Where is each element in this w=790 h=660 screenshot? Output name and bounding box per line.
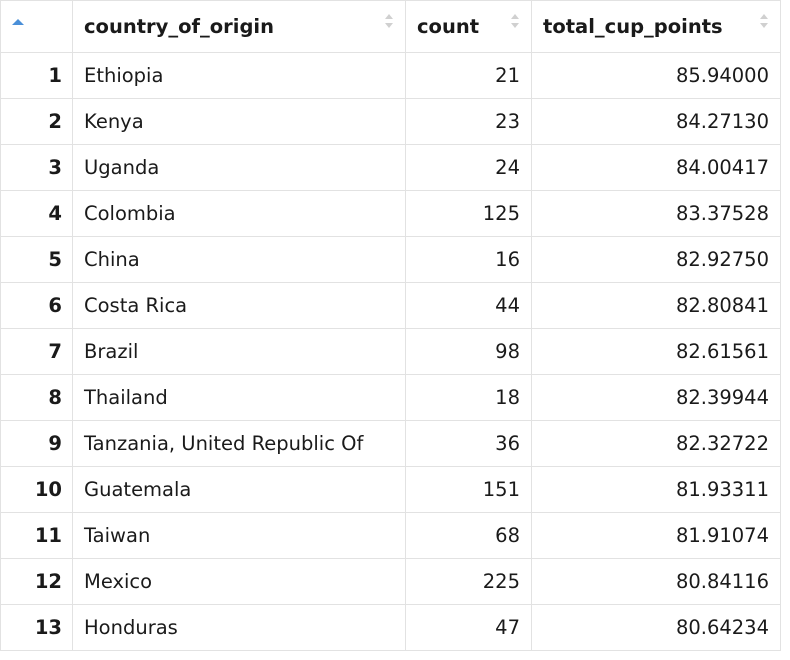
points-cell: 82.92750: [531, 236, 781, 283]
country-cell: Tanzania, United Republic Of: [72, 420, 406, 467]
row-index: 7: [0, 328, 73, 375]
count-cell: 16: [405, 236, 532, 283]
points-cell: 80.64234: [531, 604, 781, 651]
count-cell: 36: [405, 420, 532, 467]
points-cell: 82.61561: [531, 328, 781, 375]
row-index: 1: [0, 52, 73, 99]
column-header-count[interactable]: count: [405, 0, 532, 53]
sort-arrows-icon: [511, 14, 519, 32]
column-header-label: count: [417, 15, 480, 38]
row-index: 5: [0, 236, 73, 283]
row-index: 4: [0, 190, 73, 237]
column-header-label: total_cup_points: [543, 15, 723, 38]
country-cell: Brazil: [72, 328, 406, 375]
points-cell: 80.84116: [531, 558, 781, 605]
count-cell: 23: [405, 98, 532, 145]
row-index-header[interactable]: [0, 0, 73, 53]
country-cell: Honduras: [72, 604, 406, 651]
count-cell: 18: [405, 374, 532, 421]
country-cell: Kenya: [72, 98, 406, 145]
count-cell: 44: [405, 282, 532, 329]
column-header-country-of-origin[interactable]: country_of_origin: [72, 0, 406, 53]
row-index: 10: [0, 466, 73, 513]
column-header-label: country_of_origin: [84, 15, 274, 38]
table-row: 13 Honduras 47 80.64234: [0, 604, 781, 651]
header-row: country_of_origin count total_cup_points: [0, 0, 781, 53]
table-row: 12 Mexico 225 80.84116: [0, 558, 781, 605]
table-row: 1 Ethiopia 21 85.94000: [0, 52, 781, 99]
points-cell: 85.94000: [531, 52, 781, 99]
table-row: 5 China 16 82.92750: [0, 236, 781, 283]
count-cell: 98: [405, 328, 532, 375]
count-cell: 125: [405, 190, 532, 237]
country-cell: Costa Rica: [72, 282, 406, 329]
row-index: 11: [0, 512, 73, 559]
count-cell: 151: [405, 466, 532, 513]
row-index: 6: [0, 282, 73, 329]
table-row: 4 Colombia 125 83.37528: [0, 190, 781, 237]
table-row: 3 Uganda 24 84.00417: [0, 144, 781, 191]
table-row: 7 Brazil 98 82.61561: [0, 328, 781, 375]
count-cell: 68: [405, 512, 532, 559]
country-cell: Colombia: [72, 190, 406, 237]
country-cell: Guatemala: [72, 466, 406, 513]
data-table: country_of_origin count total_cup_points…: [0, 0, 781, 651]
row-index: 3: [0, 144, 73, 191]
country-cell: Thailand: [72, 374, 406, 421]
row-index: 8: [0, 374, 73, 421]
row-index: 12: [0, 558, 73, 605]
sort-arrows-icon: [385, 14, 393, 32]
row-index: 13: [0, 604, 73, 651]
table-row: 11 Taiwan 68 81.91074: [0, 512, 781, 559]
country-cell: China: [72, 236, 406, 283]
points-cell: 81.91074: [531, 512, 781, 559]
points-cell: 81.93311: [531, 466, 781, 513]
country-cell: Ethiopia: [72, 52, 406, 99]
column-header-total-cup-points[interactable]: total_cup_points: [531, 0, 781, 53]
data-viewer: country_of_origin count total_cup_points…: [0, 0, 781, 651]
table-row: 2 Kenya 23 84.27130: [0, 98, 781, 145]
table-row: 8 Thailand 18 82.39944: [0, 374, 781, 421]
row-index: 9: [0, 420, 73, 467]
country-cell: Mexico: [72, 558, 406, 605]
points-cell: 83.37528: [531, 190, 781, 237]
table-row: 6 Costa Rica 44 82.80841: [0, 282, 781, 329]
sort-arrows-icon: [760, 14, 768, 32]
points-cell: 84.27130: [531, 98, 781, 145]
count-cell: 21: [405, 52, 532, 99]
points-cell: 82.39944: [531, 374, 781, 421]
table-row: 10 Guatemala 151 81.93311: [0, 466, 781, 513]
country-cell: Uganda: [72, 144, 406, 191]
table-row: 9 Tanzania, United Republic Of 36 82.327…: [0, 420, 781, 467]
count-cell: 24: [405, 144, 532, 191]
points-cell: 82.32722: [531, 420, 781, 467]
row-index: 2: [0, 98, 73, 145]
count-cell: 47: [405, 604, 532, 651]
points-cell: 82.80841: [531, 282, 781, 329]
sort-ascending-icon: [12, 18, 24, 25]
country-cell: Taiwan: [72, 512, 406, 559]
count-cell: 225: [405, 558, 532, 605]
points-cell: 84.00417: [531, 144, 781, 191]
